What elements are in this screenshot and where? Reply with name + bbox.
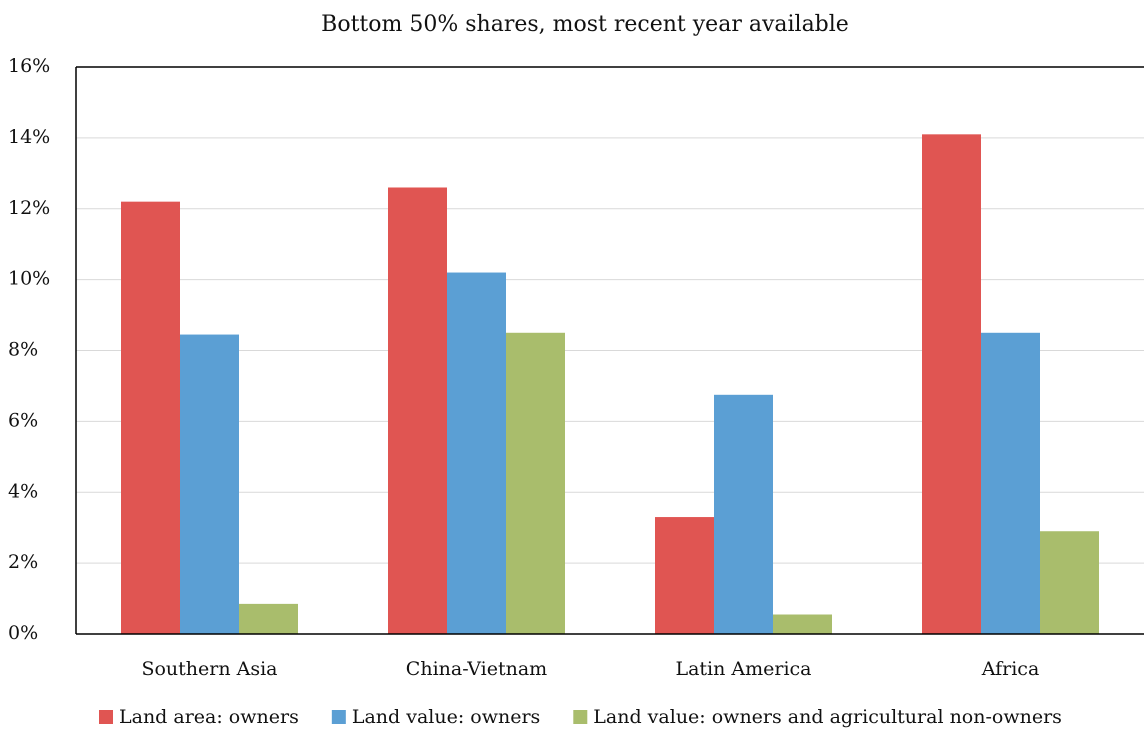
legend-label: Land value: owners and agricultural non-… <box>593 706 1062 728</box>
legend-swatch <box>99 710 113 724</box>
y-tick-label: 12% <box>8 197 50 219</box>
bar <box>447 272 506 634</box>
y-tick-label: 8% <box>8 339 38 361</box>
legend-label: Land area: owners <box>119 706 299 728</box>
y-tick-label: 0% <box>8 622 38 644</box>
bar <box>121 201 180 634</box>
legend-label: Land value: owners <box>352 706 540 728</box>
y-tick-label: 16% <box>8 55 50 77</box>
bar <box>506 332 565 634</box>
bar <box>388 187 447 635</box>
bar <box>981 332 1040 634</box>
y-tick-label: 6% <box>8 409 38 431</box>
y-tick-label: 10% <box>8 268 50 290</box>
bar <box>773 614 832 634</box>
chart-title: Bottom 50% shares, most recent year avai… <box>321 12 849 37</box>
x-tick-label: China-Vietnam <box>406 658 547 680</box>
y-tick-label: 4% <box>8 480 38 502</box>
x-tick-label: Southern Asia <box>141 658 277 680</box>
y-tick-label: 14% <box>8 126 50 148</box>
x-tick-label: Africa <box>981 658 1040 680</box>
bar <box>1040 531 1099 634</box>
bar <box>922 134 981 635</box>
bar <box>239 603 298 634</box>
bar <box>714 394 773 634</box>
legend-swatch <box>573 710 588 724</box>
bar <box>180 334 239 634</box>
x-tick-label: Latin America <box>675 658 811 680</box>
legend-swatch <box>331 710 346 724</box>
bar <box>655 517 714 634</box>
y-tick-label: 2% <box>8 551 38 573</box>
